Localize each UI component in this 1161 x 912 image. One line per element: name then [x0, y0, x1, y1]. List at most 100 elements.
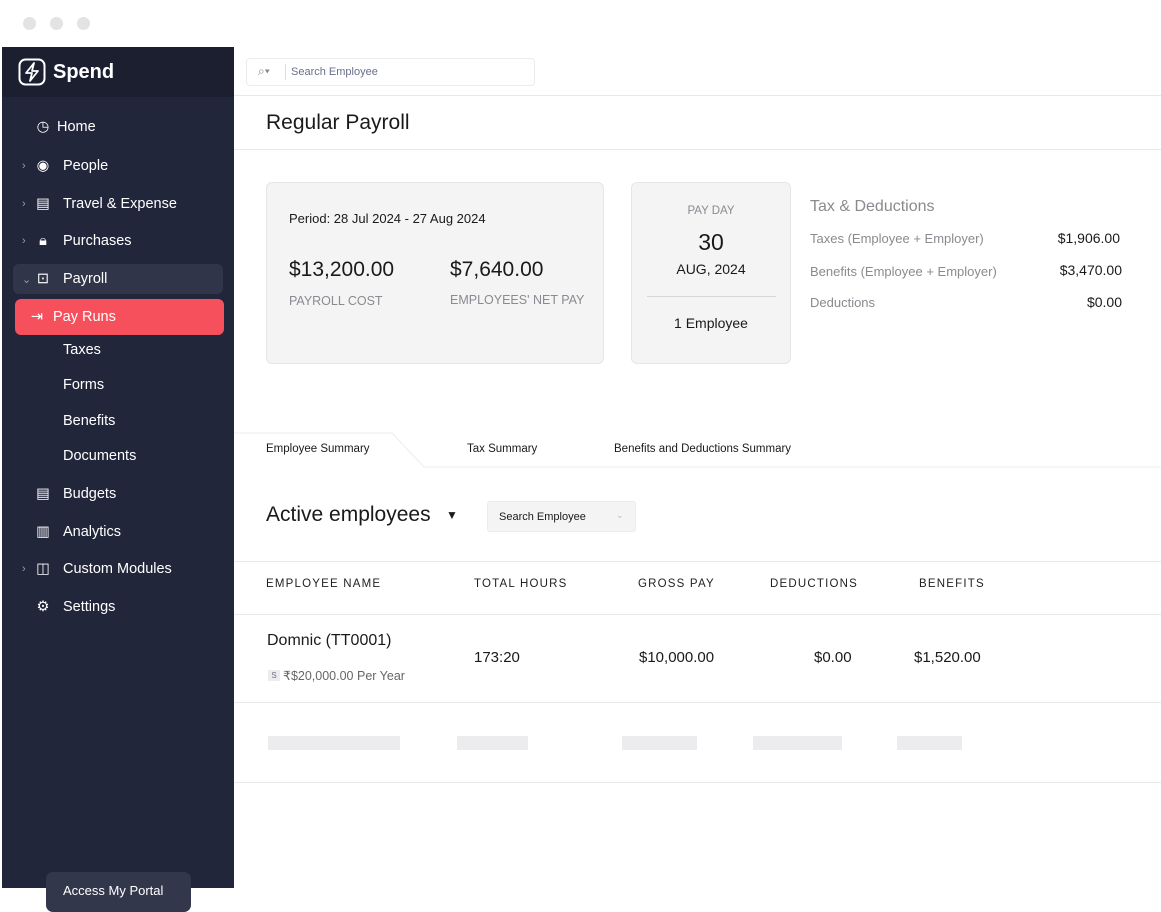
skeleton-placeholder — [753, 736, 842, 750]
gross-pay: $10,000.00 — [639, 649, 715, 666]
tax-row-value: $3,470.00 — [1059, 262, 1122, 278]
chart-icon: ▥ — [36, 524, 50, 540]
tax-row-label: Deductions — [810, 295, 876, 310]
period-text: Period: 28 Jul 2024 - 27 Aug 2024 — [289, 211, 486, 226]
salary-text: ₹$20,000.00 Per Year — [283, 669, 405, 683]
sidebar-item-label: Benefits — [63, 413, 116, 429]
column-header: TOTAL HOURS — [474, 578, 568, 590]
sidebar-item-label: People — [63, 158, 109, 174]
layout-icon: ◫ — [36, 561, 50, 577]
window-maximize-dot[interactable] — [77, 17, 90, 30]
budget-icon: ▤ — [36, 486, 50, 502]
active-employees-title: Active employees — [266, 503, 431, 526]
dropdown-placeholder: Search Employee — [499, 511, 586, 523]
sidebar-item-payroll[interactable]: ⌄ ⊡ Payroll — [13, 264, 223, 294]
caret-down-icon[interactable]: ▼ — [446, 508, 458, 522]
tax-row-label: Benefits (Employee + Employer) — [810, 264, 997, 279]
sidebar-item-travel-expense[interactable]: › ▤ Travel & Expense — [2, 187, 234, 221]
payroll-cost-value: $13,200.00 — [289, 258, 395, 281]
window-close-dot[interactable] — [23, 17, 36, 30]
chevron-right-icon: › — [22, 235, 26, 247]
clock-icon: ◷ — [36, 119, 50, 135]
divider — [647, 296, 776, 297]
employee-search-dropdown[interactable]: Search Employee ⌄ — [487, 501, 636, 532]
tab-tax-summary[interactable]: Tax Summary — [467, 443, 538, 455]
payday-month: AUG, 2024 — [676, 261, 746, 277]
sidebar-item-purchases[interactable]: › 🔒︎ Purchases — [2, 224, 234, 258]
net-pay-label: EMPLOYEES' NET PAY — [450, 293, 585, 307]
sidebar-item-taxes[interactable]: Taxes — [2, 333, 234, 367]
tax-deductions-title: Tax & Deductions — [810, 198, 935, 215]
sidebar-item-label: Documents — [63, 448, 137, 464]
search-employee-bar[interactable]: ⌕▾ Search Employee — [246, 58, 535, 86]
divider — [285, 64, 286, 80]
sidebar-item-pay-runs[interactable]: ⇥ Pay Runs — [15, 299, 224, 335]
deductions: $0.00 — [814, 649, 852, 666]
bag-icon: 🔒︎ — [39, 233, 47, 249]
total-hours: 173:20 — [474, 649, 520, 666]
pay-runs-icon: ⇥ — [30, 309, 44, 325]
tab-employee-summary[interactable]: Employee Summary — [266, 443, 370, 455]
sidebar-item-custom-modules[interactable]: › ◫ Custom Modules — [2, 552, 234, 586]
window-minimize-dot[interactable] — [50, 17, 63, 30]
sidebar-item-label: Travel & Expense — [63, 196, 177, 212]
payroll-summary-card: Period: 28 Jul 2024 - 27 Aug 2024 $13,20… — [266, 182, 604, 364]
chevron-right-icon: › — [22, 563, 26, 575]
sidebar-item-budgets[interactable]: ▤ Budgets — [2, 477, 234, 511]
sidebar-item-label: Home — [57, 119, 96, 135]
salary-badge: S — [268, 670, 280, 681]
chevron-right-icon: › — [22, 198, 26, 210]
column-header: DEDUCTIONS — [770, 578, 859, 590]
tax-row-value: $1,906.00 — [1057, 230, 1120, 246]
employee-count: 1 Employee — [674, 315, 748, 331]
tab-benefits-deductions-summary[interactable]: Benefits and Deductions Summary — [614, 443, 792, 455]
skeleton-placeholder — [457, 736, 528, 750]
sidebar-item-people[interactable]: › ◉ People — [2, 149, 234, 183]
access-portal-button[interactable]: Access My Portal — [46, 872, 191, 912]
payday-label: PAY DAY — [687, 205, 735, 217]
payday-day: 30 — [698, 229, 724, 255]
sidebar-item-label: Purchases — [63, 233, 132, 249]
sidebar-item-label: Forms — [63, 377, 105, 393]
skeleton-placeholder — [897, 736, 962, 750]
column-header: GROSS PAY — [638, 578, 715, 590]
tax-row-label: Taxes (Employee + Employer) — [810, 231, 984, 246]
logo[interactable]: Spend — [2, 47, 234, 97]
skeleton-placeholder — [622, 736, 697, 750]
sidebar-item-documents[interactable]: Documents — [2, 439, 234, 473]
search-input[interactable]: Search Employee — [291, 66, 378, 78]
receipt-icon: ▤ — [36, 196, 50, 212]
gear-icon: ⚙ — [36, 599, 50, 615]
tab-strip — [234, 432, 1161, 468]
column-header: EMPLOYEE NAME — [266, 578, 382, 590]
sidebar-item-label: Settings — [63, 599, 116, 615]
chevron-right-icon: › — [22, 160, 26, 172]
bolt-logo-icon — [18, 58, 46, 86]
app-name: Spend — [53, 61, 115, 83]
sidebar-item-label: Taxes — [63, 342, 101, 358]
employee-name[interactable]: Domnic (TT0001) — [267, 632, 392, 649]
skeleton-placeholder — [268, 736, 400, 750]
sidebar-item-label: Custom Modules — [63, 561, 172, 577]
payday-card: PAY DAY 30 AUG, 2024 1 Employee — [631, 182, 791, 364]
sidebar-item-home[interactable]: ◷ Home — [2, 110, 234, 144]
page-title: Regular Payroll — [266, 111, 410, 134]
sidebar-item-label: Payroll — [63, 271, 108, 287]
chevron-down-icon: ⌄ — [616, 510, 624, 520]
benefits: $1,520.00 — [914, 649, 981, 666]
tax-row-value: $0.00 — [1086, 294, 1122, 310]
sidebar: Spend ◷ Home › ◉ People › ▤ Travel & Expense … — [2, 47, 234, 912]
sidebar-item-benefits[interactable]: Benefits — [2, 404, 234, 438]
net-pay-value: $7,640.00 — [450, 258, 544, 281]
sidebar-item-label: Budgets — [63, 486, 117, 502]
sidebar-item-label: Pay Runs — [53, 309, 116, 325]
sidebar-item-analytics[interactable]: ▥ Analytics — [2, 515, 234, 549]
chevron-down-icon: ⌄ — [22, 273, 32, 286]
search-icon: ⌕▾ — [258, 64, 270, 78]
sidebar-item-forms[interactable]: Forms — [2, 368, 234, 402]
payroll-cost-label: PAYROLL COST — [289, 294, 383, 308]
user-circle-icon: ◉ — [36, 158, 50, 174]
sidebar-item-label: Analytics — [63, 524, 122, 540]
column-header: BENEFITS — [919, 578, 985, 590]
sidebar-item-settings[interactable]: ⚙ Settings — [2, 590, 234, 624]
